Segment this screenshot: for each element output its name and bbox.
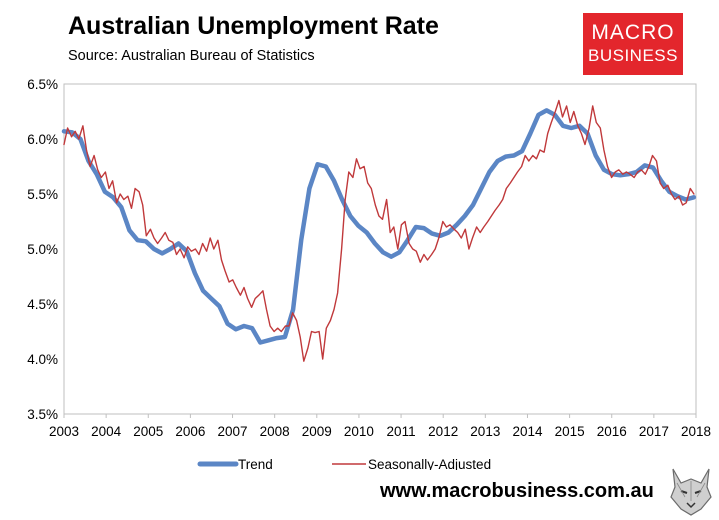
x-tick-label: 2009 — [302, 424, 332, 439]
x-tick-label: 2016 — [597, 424, 627, 439]
y-tick-label: 3.5% — [27, 407, 58, 422]
x-tick-label: 2013 — [470, 424, 500, 439]
x-tick-label: 2011 — [387, 424, 416, 439]
x-axis-ticks: 2003 2004 2005 2006 2007 2008 2009 2010 2011 2012… — [49, 414, 711, 439]
x-tick-label: 2014 — [512, 424, 543, 439]
y-tick-label: 5.0% — [27, 242, 58, 257]
y-tick-label: 6.0% — [27, 132, 58, 147]
x-tick-label: 2004 — [91, 424, 122, 439]
y-tick-label: 6.5% — [27, 77, 58, 92]
x-tick-label: 2006 — [175, 424, 205, 439]
y-tick-label: 4.0% — [27, 352, 58, 367]
footer-url: www.macrobusiness.com.au — [380, 480, 654, 502]
legend-trend-label: Trend — [238, 457, 273, 470]
chart-subtitle: Source: Australian Bureau of Statistics — [68, 48, 315, 64]
logo-line1: MACRO — [591, 21, 675, 44]
x-tick-label: 2003 — [49, 424, 79, 439]
wolf-icon — [670, 468, 712, 516]
chart-title: Australian Unemployment Rate — [68, 12, 439, 40]
x-tick-label: 2018 — [681, 424, 711, 439]
y-axis-ticks: 3.5% 4.0% 4.5% 5.0% 5.5% 6.0% 6.5% — [27, 77, 58, 422]
y-tick-label: 4.5% — [27, 297, 58, 312]
trend-series-line — [61, 108, 697, 345]
series-lines — [61, 99, 697, 362]
seasonal-series-line — [63, 99, 695, 362]
legend: Trend Seasonally-Adjusted — [197, 457, 491, 470]
y-tick-label: 5.5% — [27, 187, 58, 202]
x-tick-label: 2008 — [260, 424, 290, 439]
x-tick-label: 2015 — [555, 424, 585, 439]
x-tick-label: 2007 — [218, 424, 248, 439]
unemployment-chart: 3.5%4.0%4.5%5.0%5.5%6.0%6.5% 2003 2004 200… — [27, 77, 711, 470]
x-tick-label: 2005 — [133, 424, 163, 439]
x-tick-label: 2012 — [428, 424, 458, 439]
x-tick-label: 2010 — [344, 424, 374, 439]
x-tick-label: 2017 — [639, 424, 669, 439]
macrobusiness-logo: MACRO BUSINESS — [583, 13, 683, 75]
logo-line2: BUSINESS — [588, 46, 678, 65]
legend-seasonal-label: Seasonally-Adjusted — [368, 457, 491, 470]
